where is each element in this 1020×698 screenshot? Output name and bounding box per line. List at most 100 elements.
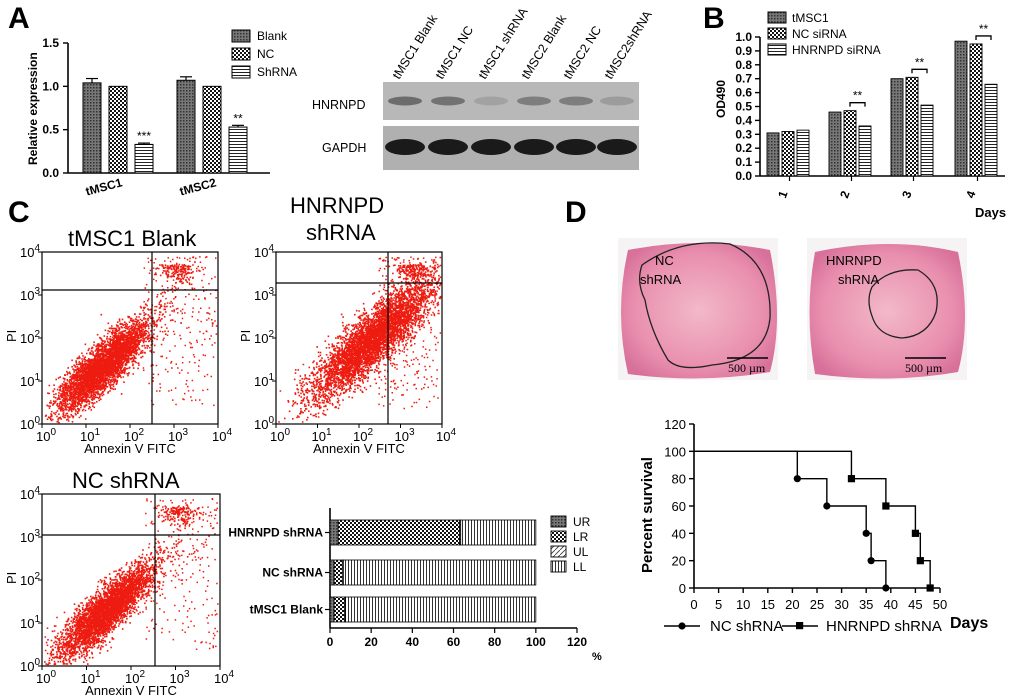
survival-legend-marker	[678, 622, 686, 630]
panel-b-bar	[905, 76, 919, 177]
panel-b-legend-swatch	[767, 11, 787, 24]
blot-lane-label: tMSC2 NC	[561, 24, 605, 82]
panel-a-bar	[202, 85, 222, 174]
panel-c-x-tick-label: 20	[364, 635, 378, 649]
survival-x-tick-label: 40	[884, 597, 898, 612]
blot-band-hnrnpd	[474, 96, 508, 106]
panel-b-category-label: 4	[963, 189, 979, 200]
survival-x-tick-label: 10	[736, 597, 750, 612]
panel-c-x-tick-label: 80	[488, 635, 502, 649]
survival-x-tick-label: 5	[715, 597, 722, 612]
panel-b-bar	[843, 110, 857, 177]
panel-c-bar-segment	[333, 596, 345, 623]
panel-b-x-label: Days	[975, 205, 1006, 220]
survival-x-tick-label: 35	[859, 597, 873, 612]
flow-x-tick-label: 100	[36, 669, 56, 686]
panel-b-significance-bracket	[975, 35, 992, 40]
flow-y-tick-label: 103	[20, 528, 40, 545]
flow-y-tick-label: 102	[254, 329, 274, 346]
survival-legend-label: NC shRNA	[710, 618, 783, 635]
panel-c-categories: HNRNPD shRNA NC shRNA tMSC1 Blank	[228, 526, 330, 617]
panel-a-significance: ***	[137, 129, 151, 143]
panel-b-y-ticks: 0.00.10.20.30.40.50.60.70.80.91.0	[735, 30, 760, 183]
panel-a-bar	[82, 82, 102, 174]
histology-kd-tumor-outline	[868, 269, 938, 339]
panel-c-bar-segment	[460, 519, 537, 546]
survival-x-tick-label: 30	[834, 597, 848, 612]
blot-band-gapdh	[428, 139, 468, 155]
survival-lines	[694, 450, 934, 592]
panel-c-legend-swatch	[550, 545, 567, 558]
blot-band-gapdh	[514, 139, 554, 155]
survival-point	[926, 584, 934, 592]
blot-strip-gapdh	[383, 126, 639, 170]
histology-hnrnpd-shrna: HNRNPD shRNA 500 µm	[807, 238, 967, 380]
panel-a-categories: tMSC1 tMSC2	[84, 175, 218, 198]
flow-x-label: Annexin V FITC	[84, 441, 176, 456]
blot-band-hnrnpd	[559, 96, 593, 106]
panel-a-legend-swatch	[231, 47, 251, 61]
blot-strip-hnrnpd	[383, 82, 639, 120]
flow-x-tick-label: 104	[436, 427, 456, 444]
blot-band-hnrnpd	[517, 96, 551, 106]
panel-b-categories: 1 2 3 4	[775, 176, 979, 200]
survival-y-tick-label: 80	[672, 472, 686, 487]
survival-y-label: Percent survival	[639, 457, 656, 573]
panel-b-legend-label: tMSC1	[792, 11, 829, 25]
panel-a-legend-swatch	[231, 29, 251, 43]
flow-x-tick-label: 100	[270, 427, 290, 444]
panel-b-y-tick-label: 0.4	[735, 113, 752, 127]
panel-b-significance: **	[915, 55, 925, 69]
flow-title-shrna-1: HNRNPD	[290, 193, 384, 218]
flow-events	[278, 256, 442, 423]
panel-c-bars	[329, 519, 537, 623]
panel-c-x-tick-label: 100	[526, 635, 546, 649]
panel-b-category-label: 2	[837, 189, 853, 200]
panel-c-bar-segment	[345, 596, 537, 623]
panel-a-y-tick-label: 1.0	[42, 79, 59, 93]
panel-b-bar	[828, 111, 842, 177]
panel-a-legend-swatch	[231, 65, 251, 79]
survival-x-tick-label: 45	[908, 597, 922, 612]
panel-c-legend-label: LL	[573, 560, 587, 574]
flow-x-label: Annexin V FITC	[85, 683, 177, 698]
flow-title-nc: NC shRNA	[72, 468, 180, 493]
survival-y-tick-label: 120	[664, 417, 686, 432]
panel-c-legend-swatch	[550, 560, 567, 573]
panel-a-significance: **	[233, 111, 243, 125]
survival-y-tick-label: 40	[672, 526, 686, 541]
panel-b-y-tick-label: 0.9	[735, 44, 752, 58]
blot-band-hnrnpd	[388, 96, 422, 106]
panel-b-legend-label: NC siRNA	[792, 27, 847, 41]
panel-c-stacked-bar-chart: % 0 20 40 60 80 100 120 HNRNPD shRNA NC shRNA tM…	[228, 508, 602, 663]
histology-nc-tumor-outline	[638, 242, 771, 369]
survival-ticks: 0 20 40 60 80 100 120 0 5 10 15 20 25 30 35 40 45 50	[664, 417, 947, 612]
panel-a-y-tick-label: 0.0	[42, 166, 59, 180]
panel-a-bars: *****	[82, 76, 248, 174]
survival-point	[862, 529, 870, 537]
panel-a-y-tick-label: 0.5	[42, 123, 59, 137]
panel-b-y-tick-label: 1.0	[735, 30, 752, 44]
flow-y-tick-label: 101	[254, 372, 274, 389]
flow-y-tick-label: 103	[254, 286, 274, 303]
panel-a-legend-label: NC	[257, 47, 275, 61]
survival-point	[793, 475, 801, 483]
panel-c-category-label: NC shRNA	[262, 566, 323, 580]
panel-letter-d: D	[565, 196, 587, 229]
panel-b-bar	[858, 125, 872, 177]
panel-b-y-tick-label: 0.3	[735, 127, 752, 141]
panel-b-y-tick-label: 0.2	[735, 141, 752, 155]
panel-c-category-label: tMSC1 Blank	[250, 603, 324, 617]
flow-x-tick-label: 100	[36, 427, 56, 444]
panel-c-x-tick-label: 40	[406, 635, 420, 649]
flow-events	[44, 256, 218, 424]
panel-c-bar-segment	[329, 519, 339, 546]
panel-b-legend: tMSC1 NC siRNA HNRNPD siRNA	[767, 11, 881, 57]
panel-a-y-ticks: 0.0 0.5 1.0 1.5	[42, 36, 68, 180]
panel-c-x-ticks: 0 20 40 60 80 100 120	[327, 628, 587, 649]
survival-x-tick-label: 0	[690, 597, 697, 612]
panel-b-significance: **	[853, 89, 863, 103]
